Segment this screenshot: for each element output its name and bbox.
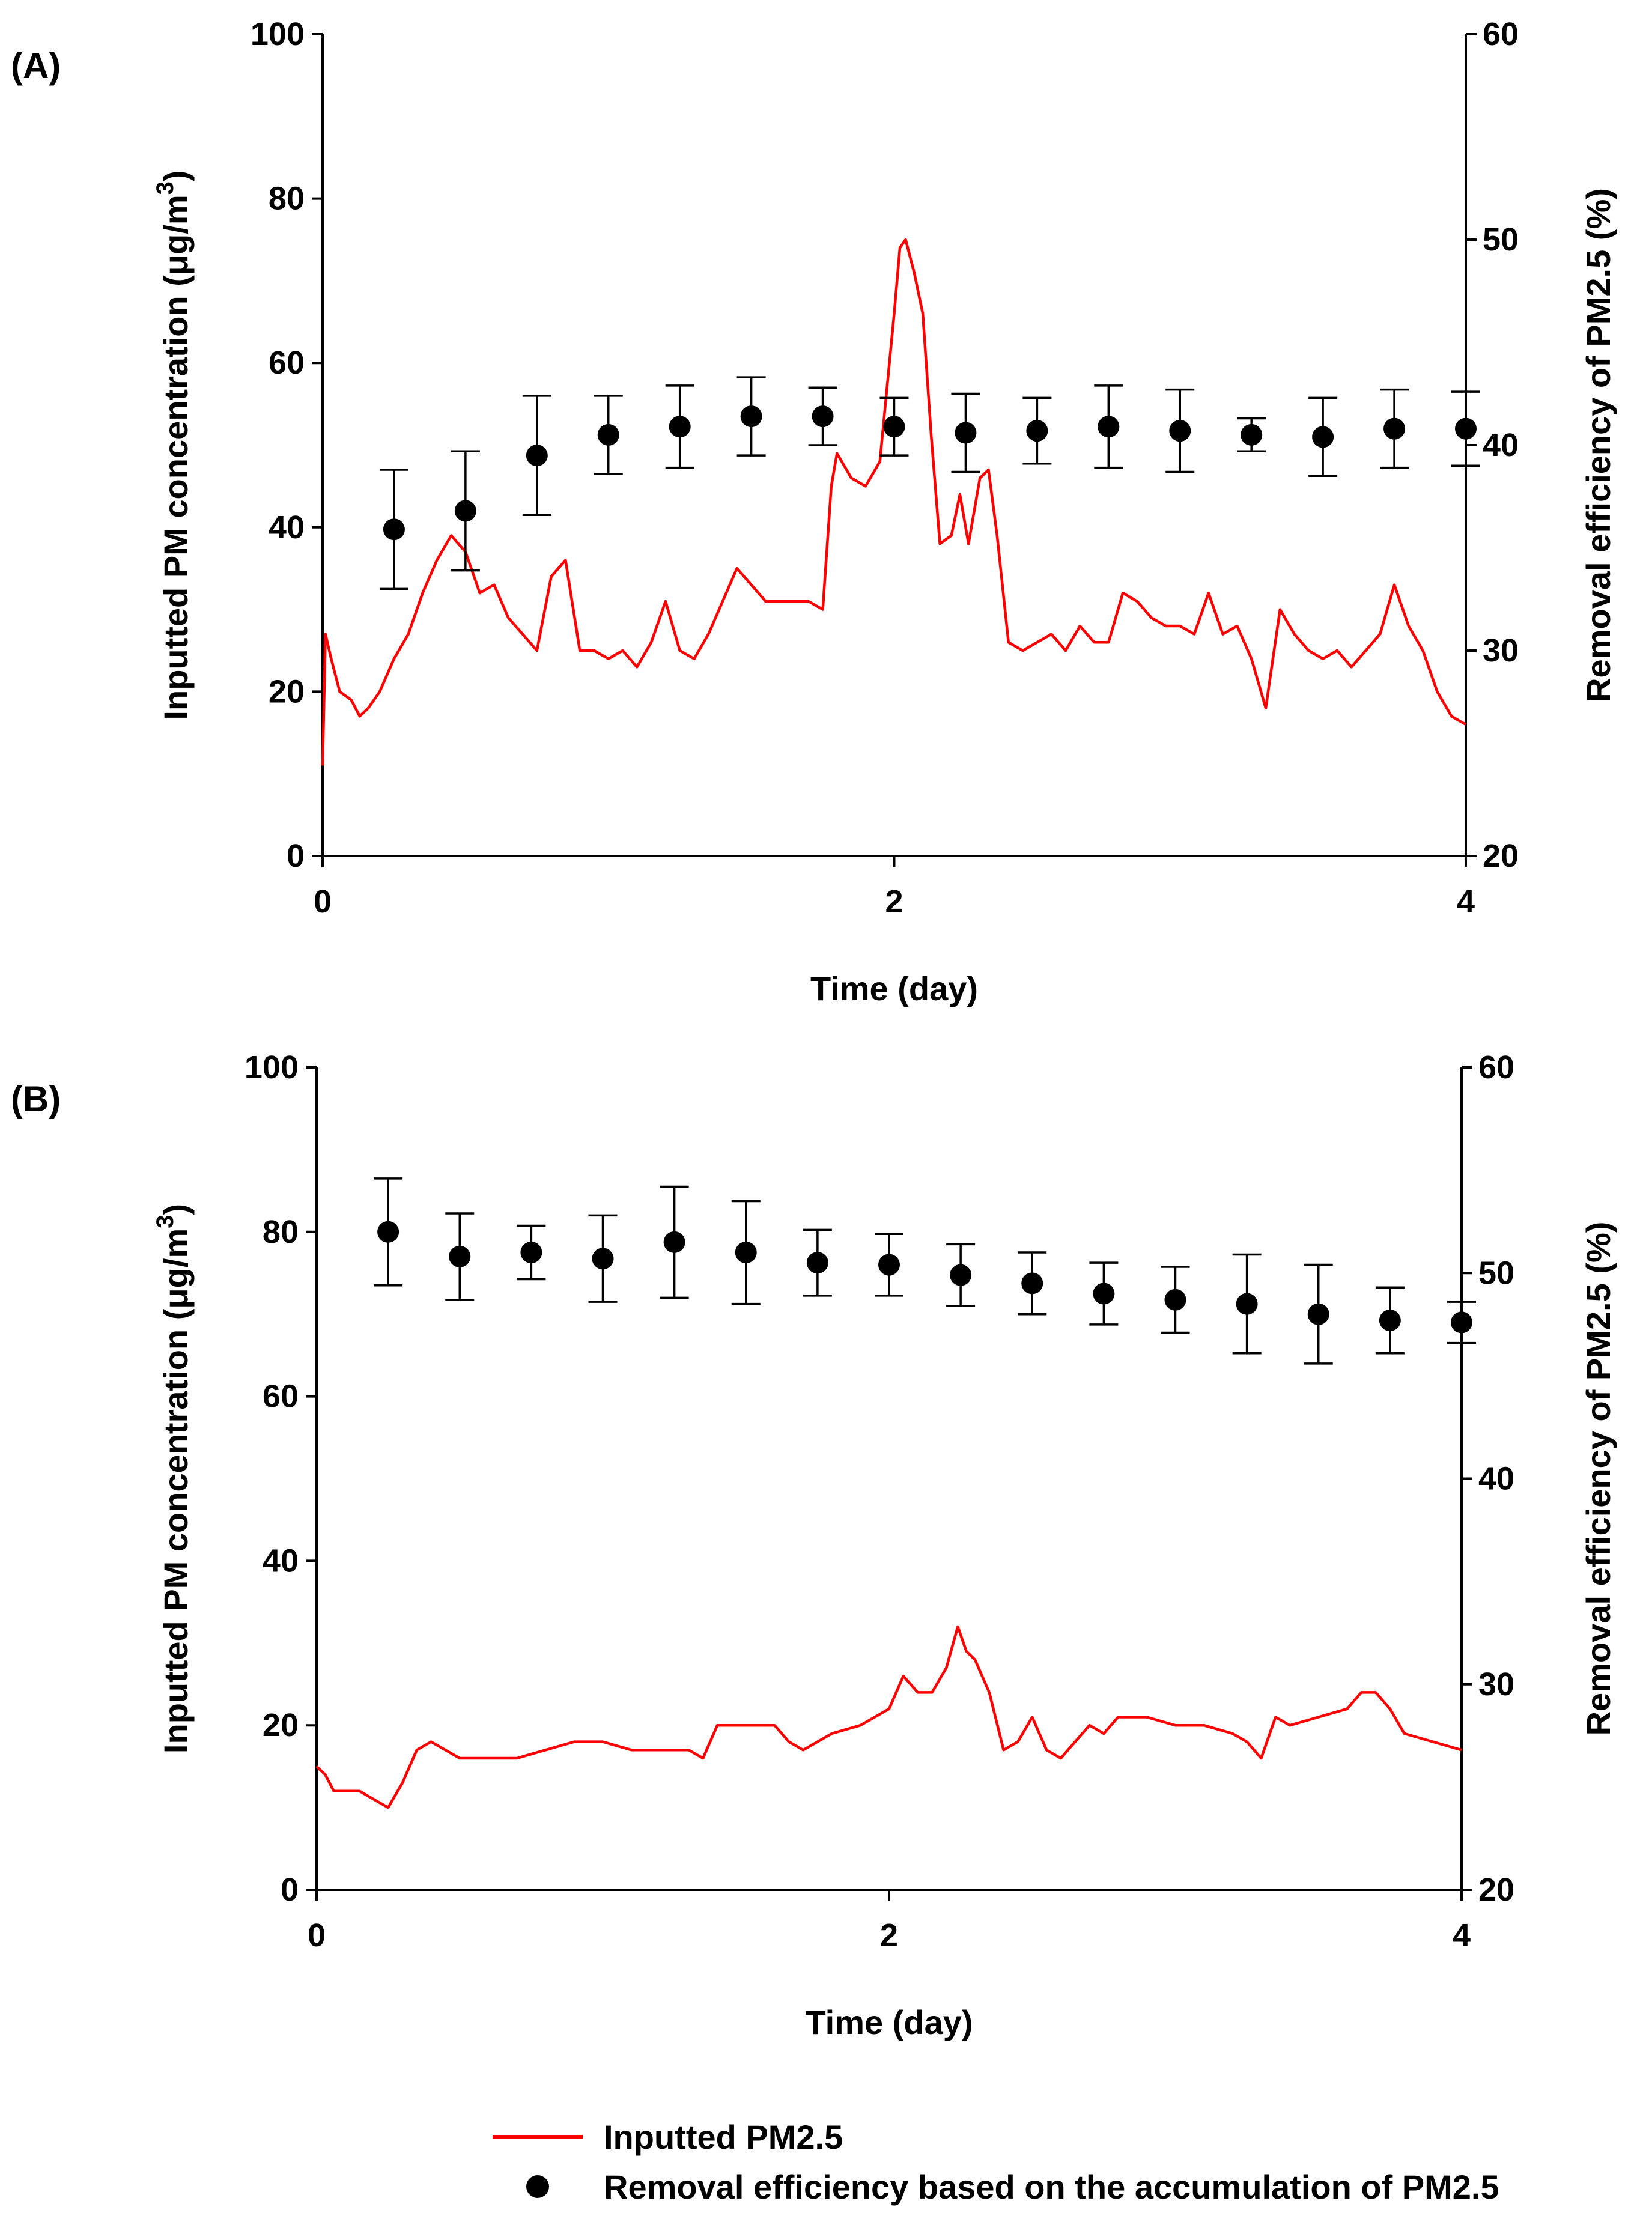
pm25-line xyxy=(321,238,1467,766)
efficiency-point xyxy=(592,1248,614,1270)
efficiency-point xyxy=(735,1242,757,1264)
y2-tick-label: 60 xyxy=(1478,1049,1514,1085)
y2-axis-title: Removal efficiency of PM2.5 (%) xyxy=(1579,188,1617,702)
y2-tick-label: 20 xyxy=(1483,838,1519,874)
y2-tick-label: 50 xyxy=(1478,1255,1514,1291)
y-tick-label: 0 xyxy=(287,838,305,874)
panel-label: (B) xyxy=(11,1079,61,1119)
y-tick-label: 80 xyxy=(263,1214,299,1250)
efficiency-point xyxy=(1455,417,1477,440)
panel-a: (A) 0 20 40 60 80 100 20 30 40 50 60 0 2 4 Time (day) In… xyxy=(11,16,1617,1007)
efficiency-point xyxy=(383,518,405,541)
efficiency-point xyxy=(950,1264,972,1286)
efficiency-point xyxy=(520,1242,542,1264)
x-tick-label: 0 xyxy=(308,1917,326,1953)
efficiency-point xyxy=(1383,417,1406,440)
y-tick-label: 20 xyxy=(269,673,305,709)
efficiency-point xyxy=(526,445,548,467)
efficiency-point xyxy=(812,405,834,428)
efficiency-point xyxy=(663,1231,685,1253)
efficiency-point xyxy=(883,416,905,438)
x-tick-label: 2 xyxy=(885,884,903,920)
efficiency-point xyxy=(1307,1303,1329,1325)
x-tick-label: 0 xyxy=(314,884,332,920)
y-tick-label: 60 xyxy=(269,345,305,381)
efficiency-point xyxy=(377,1221,399,1243)
efficiency-point xyxy=(1236,1293,1258,1315)
efficiency-point xyxy=(1093,1283,1115,1305)
legend: Inputted PM2.5 Removal efficiency based … xyxy=(493,2118,1499,2206)
legend-marker-label: Removal efficiency based on the accumula… xyxy=(604,2168,1499,2206)
y2-tick-label: 60 xyxy=(1483,16,1519,52)
y2-tick-label: 40 xyxy=(1483,427,1519,463)
efficiency-point xyxy=(454,500,476,522)
y2-tick-label: 40 xyxy=(1478,1461,1514,1497)
efficiency-point xyxy=(1451,1311,1472,1334)
y2-tick-label: 50 xyxy=(1483,222,1519,258)
y2-axis-title: Removal efficiency of PM2.5 (%) xyxy=(1579,1222,1617,1736)
efficiency-point xyxy=(1169,420,1191,442)
y-tick-label: 60 xyxy=(263,1379,299,1415)
efficiency-point xyxy=(1098,416,1120,438)
efficiency-point xyxy=(806,1252,828,1274)
x-tick-label: 4 xyxy=(1457,884,1475,920)
y2-tick-label: 20 xyxy=(1478,1872,1514,1908)
efficiency-point xyxy=(740,405,762,428)
efficiency-point xyxy=(1164,1289,1186,1311)
legend-line-label: Inputted PM2.5 xyxy=(604,2118,843,2156)
legend-marker-swatch xyxy=(526,2175,549,2198)
efficiency-point xyxy=(669,416,691,438)
efficiency-point xyxy=(1241,423,1263,446)
efficiency-point xyxy=(1312,426,1334,448)
y-tick-label: 100 xyxy=(244,1049,299,1085)
efficiency-point xyxy=(878,1254,900,1276)
y2-tick-label: 30 xyxy=(1483,633,1519,669)
x-axis-title: Time (day) xyxy=(805,2003,973,2041)
efficiency-point xyxy=(1021,1272,1043,1295)
y-tick-label: 0 xyxy=(281,1872,299,1908)
y-axis-title: Inputted PM concentration (μg/m3) xyxy=(152,1204,195,1753)
panel-b: (B) 0 20 40 60 80 100 20 30 40 50 60 0 2 4 Time (day) In… xyxy=(11,1049,1617,2041)
pm25-line xyxy=(315,1625,1462,1809)
panel-label: (A) xyxy=(11,46,61,86)
y-tick-label: 100 xyxy=(251,16,305,52)
efficiency-point xyxy=(1026,420,1048,442)
efficiency-point xyxy=(449,1245,471,1267)
y-tick-label: 80 xyxy=(269,181,305,217)
y-tick-label: 40 xyxy=(269,509,305,545)
efficiency-point xyxy=(955,422,977,444)
y2-tick-label: 30 xyxy=(1478,1666,1514,1702)
y-axis-title: Inputted PM concentration (μg/m3) xyxy=(152,170,195,720)
y-tick-label: 40 xyxy=(263,1543,299,1579)
efficiency-point xyxy=(597,423,619,446)
x-tick-label: 4 xyxy=(1453,1917,1471,1953)
y-tick-label: 20 xyxy=(263,1707,299,1743)
x-axis-title: Time (day) xyxy=(810,970,978,1007)
x-tick-label: 2 xyxy=(880,1917,898,1953)
efficiency-point xyxy=(1379,1309,1401,1331)
